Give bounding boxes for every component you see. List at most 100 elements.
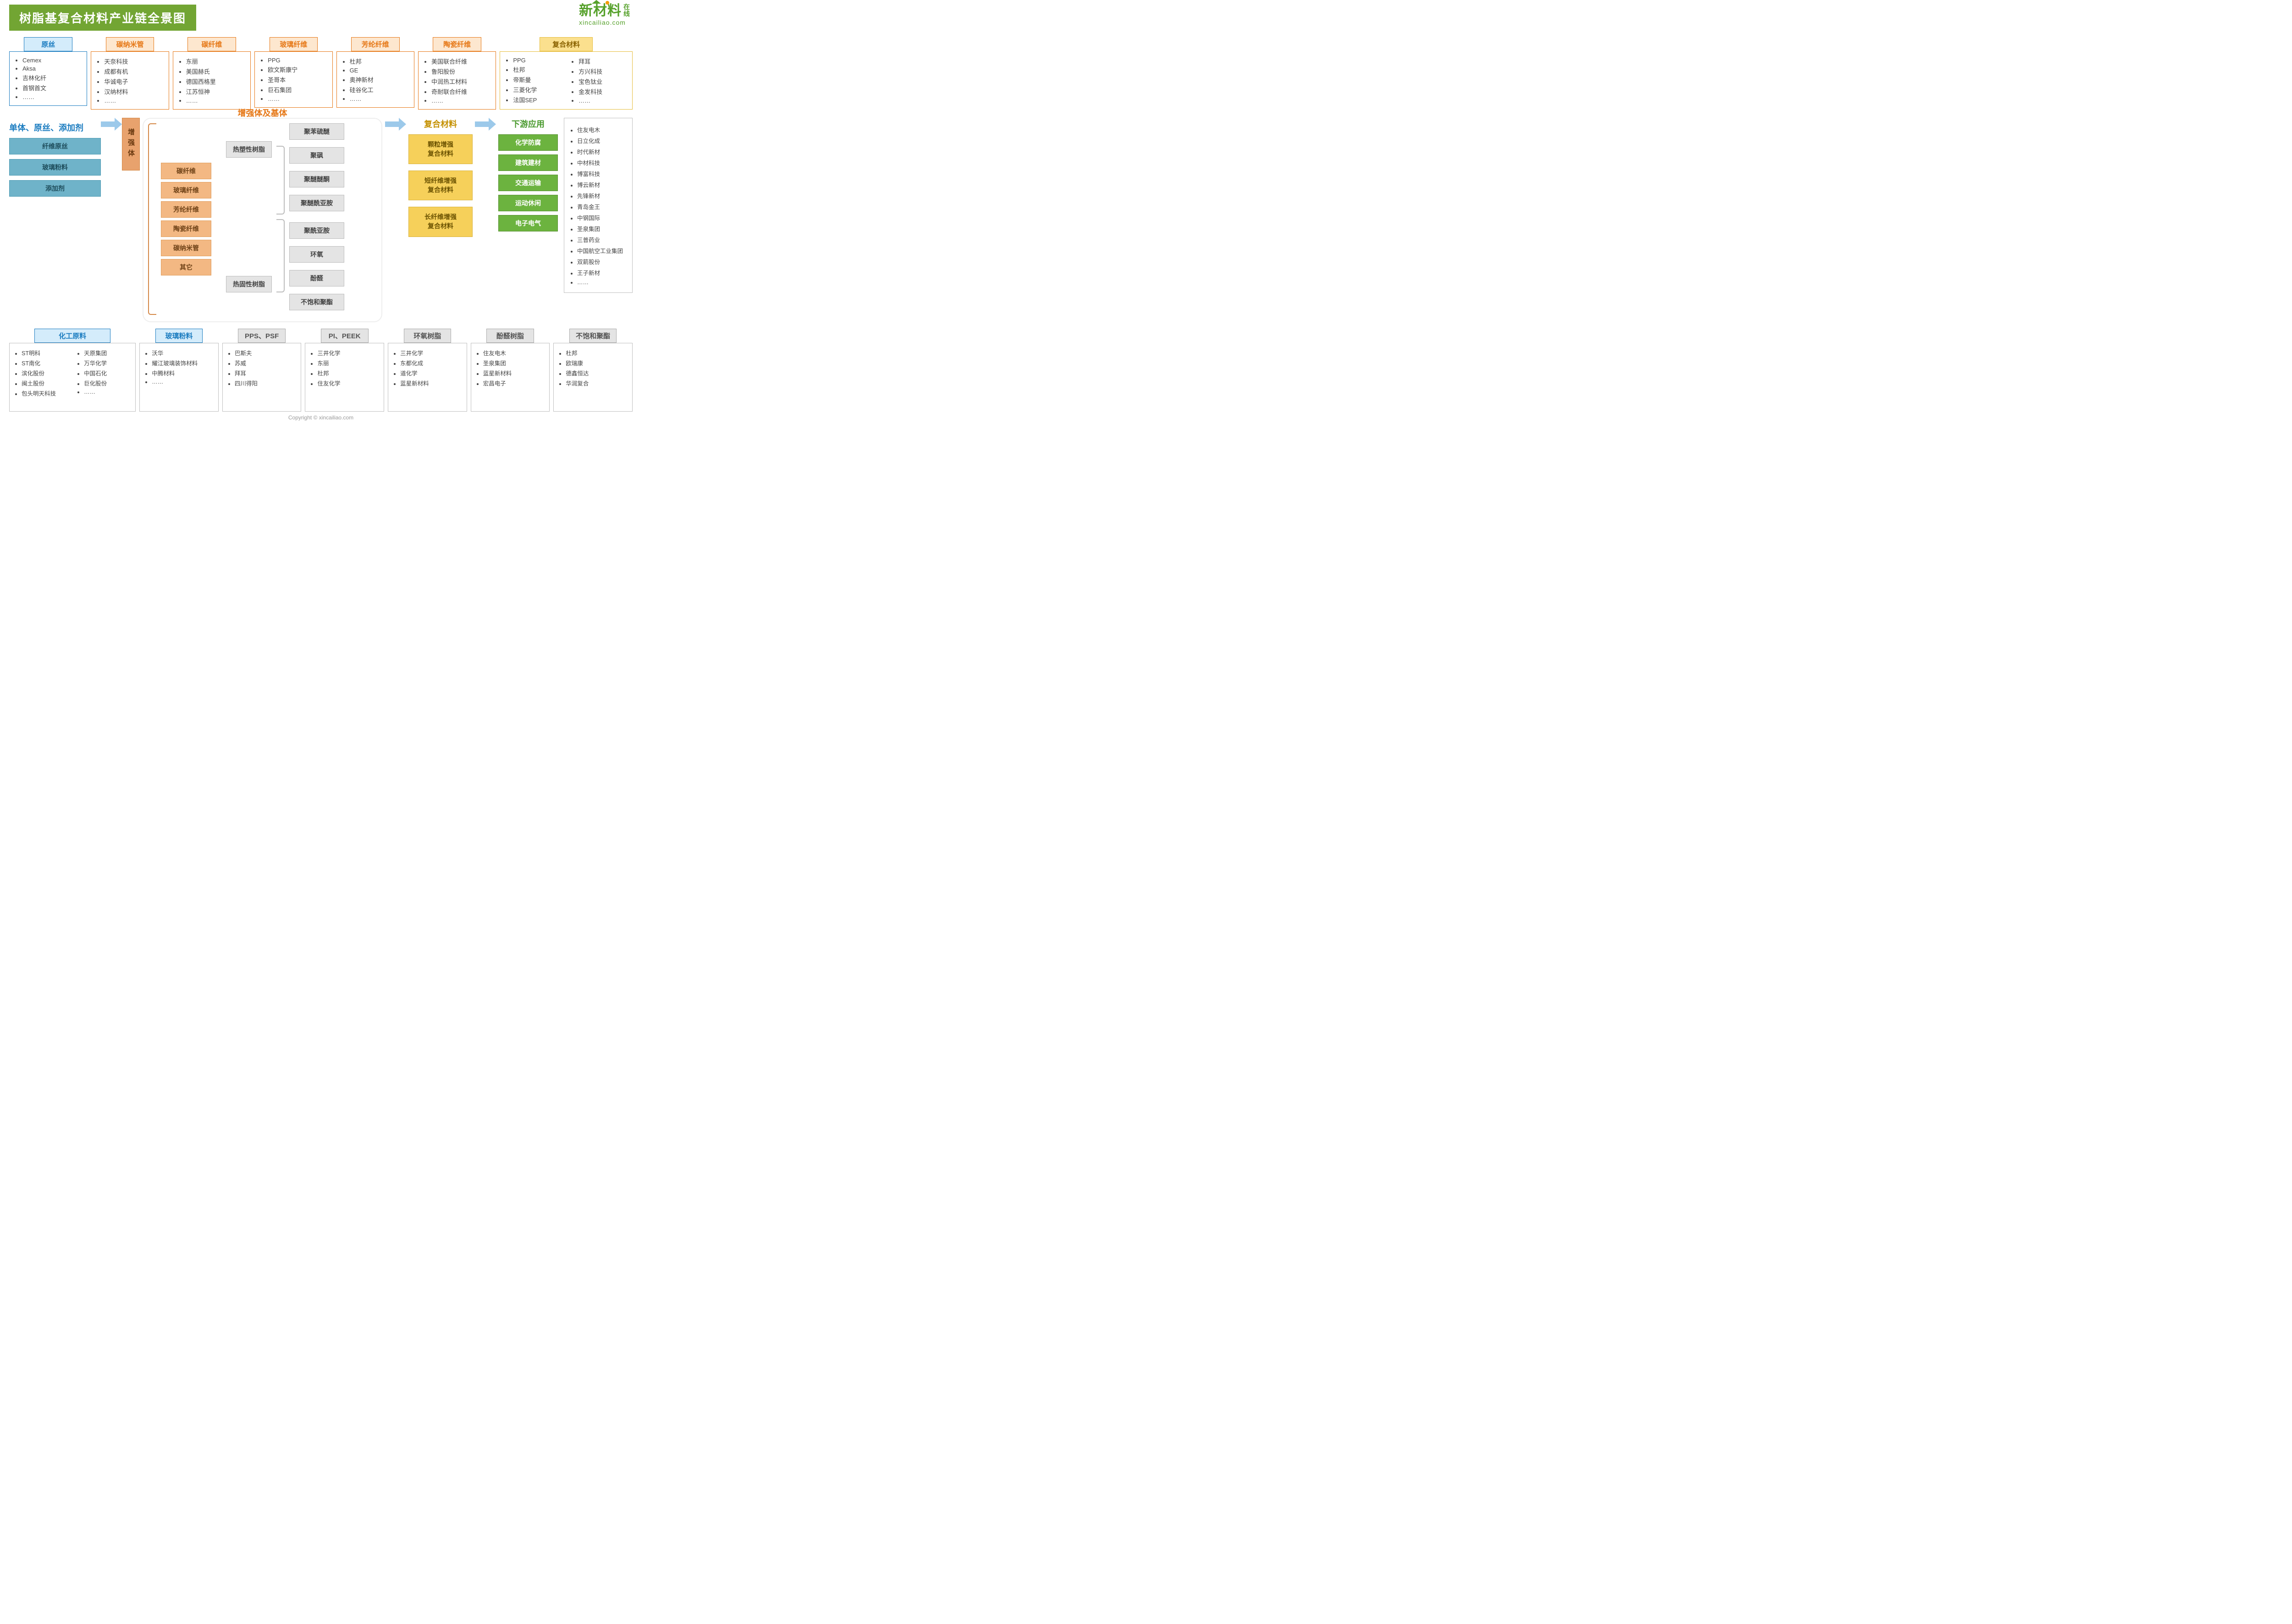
page-title: 树脂基复合材料产业链全景图 bbox=[9, 5, 196, 31]
input-chip: 添加剂 bbox=[9, 180, 101, 197]
polymer-chip: 聚苯硫醚 bbox=[289, 123, 344, 140]
list-item: 欧文斯康宁 bbox=[268, 65, 327, 74]
composite-chip: 颗粒增强复合材料 bbox=[408, 134, 473, 164]
list-item: 杜邦 bbox=[317, 369, 379, 377]
category-header: 复合材料 bbox=[540, 37, 593, 51]
arrow-icon bbox=[475, 118, 496, 131]
list-item: 包头明天科技 bbox=[22, 389, 68, 397]
list-item: 万华化学 bbox=[84, 358, 131, 367]
category-header: 原丝 bbox=[24, 37, 72, 51]
category-body: 三井化学东丽杜邦住友化学 bbox=[305, 343, 384, 412]
flow-left-column: 单体、原丝、添加剂 纤维原丝玻璃粉料添加剂 bbox=[9, 118, 101, 201]
category-body: 巴斯夫苏威拜耳四川得阳 bbox=[222, 343, 302, 412]
reinforce-chip: 其它 bbox=[161, 259, 211, 275]
category-body: 杜邦欧瑞康德鑫恒达华润复合 bbox=[553, 343, 633, 412]
list-item: 杜邦 bbox=[566, 348, 628, 357]
category-header: 玻璃粉料 bbox=[155, 329, 203, 343]
arrow-icon bbox=[385, 118, 406, 131]
list-item: 天原集团 bbox=[84, 348, 131, 357]
polymer-chip: 酚醛 bbox=[289, 270, 344, 286]
list-item: 沃华 bbox=[152, 348, 214, 357]
arrow-icon bbox=[101, 118, 122, 131]
list-item: …… bbox=[577, 279, 627, 286]
list-item: …… bbox=[22, 94, 82, 100]
list-item: 三井化学 bbox=[317, 348, 379, 357]
polymer-top-stack: 聚苯硫醚聚砜聚醚醚酮聚醚酰亚胺 bbox=[289, 123, 344, 216]
bottom-category-环氧树脂: 环氧树脂三井化学东都化成道化学蓝星新材料 bbox=[388, 329, 467, 412]
composite-title: 复合材料 bbox=[424, 118, 457, 130]
list-item: Cemex bbox=[22, 57, 82, 64]
category-碳纤维: 碳纤维 东丽美国赫氏德国西格里江苏恒神…… bbox=[173, 37, 251, 110]
logo-brand: 新材料 bbox=[579, 4, 622, 18]
list-item: 美国联合纤维 bbox=[431, 57, 491, 66]
category-body: 沃华耀江玻璃装饰材料中腾材料…… bbox=[139, 343, 219, 412]
category-碳纳米管: 碳纳米管 天奈科技成都有机华诚电子汉纳材料…… bbox=[91, 37, 169, 110]
category-header: PPS、PSF bbox=[238, 329, 286, 343]
list-item: 中国石化 bbox=[84, 369, 131, 377]
category-header: 不饱和聚酯 bbox=[569, 329, 617, 343]
list-item: 三井化学 bbox=[400, 348, 462, 357]
bottom-category-化工原料: 化工原料 ST明科ST南化滨化股份闽土股份包头明天科技 天原集团万华化学中国石化… bbox=[9, 329, 136, 412]
list-item: 杜邦 bbox=[350, 57, 409, 66]
list-item: 东丽 bbox=[317, 358, 379, 367]
list-item: 东丽 bbox=[186, 57, 246, 66]
list-item: 中腾材料 bbox=[152, 369, 214, 377]
list-item: 王子新材 bbox=[577, 268, 627, 277]
list-item: 三普药业 bbox=[577, 235, 627, 244]
category-header: 环氧树脂 bbox=[404, 329, 452, 343]
category-玻璃纤维: 玻璃纤维 PPG欧文斯康宁圣哥本巨石集团…… bbox=[254, 37, 332, 108]
list-item: 巨石集团 bbox=[268, 85, 327, 94]
list-item: 金发科技 bbox=[579, 87, 628, 96]
list-item: …… bbox=[579, 97, 628, 104]
list-item: 江苏恒神 bbox=[186, 87, 246, 96]
list-item: 中国航空工业集团 bbox=[577, 246, 627, 255]
category-header: 碳纤维 bbox=[187, 37, 236, 51]
list-item: 苏威 bbox=[235, 358, 297, 367]
category-body: 杜邦GE奥神新材硅谷化工…… bbox=[336, 51, 414, 108]
bottom-category-PPS、PSF: PPS、PSF巴斯夫苏威拜耳四川得阳 bbox=[222, 329, 302, 412]
list-item: 中钢国际 bbox=[577, 213, 627, 222]
vertical-reinforce-label: 增强体 bbox=[122, 118, 140, 171]
category-header: 玻璃纤维 bbox=[270, 37, 318, 51]
roof-icon bbox=[592, 0, 601, 4]
list-item: 美国赫氏 bbox=[186, 67, 246, 76]
category-header: 化工原料 bbox=[34, 329, 110, 343]
list-item: 拜耳 bbox=[235, 369, 297, 377]
category-header: 碳纳米管 bbox=[106, 37, 154, 51]
list-item: 法国SEP bbox=[513, 95, 562, 104]
list-item: 中润热工材料 bbox=[431, 77, 491, 86]
list-item: 鲁阳股份 bbox=[431, 67, 491, 76]
bottom-category-不饱和聚酯: 不饱和聚酯杜邦欧瑞康德鑫恒达华润复合 bbox=[553, 329, 633, 412]
list-item: 圣哥本 bbox=[268, 75, 327, 84]
bottom-category-row: 化工原料 ST明科ST南化滨化股份闽土股份包头明天科技 天原集团万华化学中国石化… bbox=[9, 329, 633, 412]
list-item: 帝斯曼 bbox=[513, 75, 562, 84]
list-item: 巨化股份 bbox=[84, 379, 131, 387]
polymer-chip: 不饱和聚酯 bbox=[289, 294, 344, 310]
list-item: 奥神新材 bbox=[350, 75, 409, 84]
list-item: ST明科 bbox=[22, 348, 68, 357]
category-body: ST明科ST南化滨化股份闽土股份包头明天科技 天原集团万华化学中国石化巨化股份…… bbox=[9, 343, 136, 412]
list-item: 四川得阳 bbox=[235, 379, 297, 387]
list-item: Aksa bbox=[22, 65, 82, 72]
list-item: 吉林化纤 bbox=[22, 73, 82, 82]
category-header: PI、PEEK bbox=[321, 329, 369, 343]
list-item: 德鑫恒达 bbox=[566, 369, 628, 377]
list-item: 青岛金王 bbox=[577, 202, 627, 211]
list-item: ST南化 bbox=[22, 358, 68, 367]
logo-domain: xincailiao.com bbox=[579, 19, 630, 26]
list-item: 汉纳材料 bbox=[104, 87, 164, 96]
category-body: PPG杜邦帝斯曼三菱化学法国SEP 拜耳方兴科技宝色钛业金发科技…… bbox=[500, 51, 633, 110]
polymer-chip: 聚醚酰亚胺 bbox=[289, 195, 344, 211]
composite-chip: 长纤维增强复合材料 bbox=[408, 207, 473, 237]
downstream-chip: 运动休闲 bbox=[498, 195, 558, 211]
sun-icon bbox=[606, 1, 609, 5]
category-body: 美国联合纤维鲁阳股份中润热工材料奇耐联合纤维…… bbox=[418, 51, 496, 110]
copyright: Copyright © xincailiao.com bbox=[9, 414, 633, 421]
list-item: …… bbox=[268, 95, 327, 102]
list-item: 蓝星新材料 bbox=[483, 369, 545, 377]
list-item: 博云新材 bbox=[577, 180, 627, 189]
polymer-chip: 聚醚醚酮 bbox=[289, 171, 344, 187]
list-item: …… bbox=[84, 389, 131, 395]
reinforce-stack: 碳纤维玻璃纤维芳纶纤维陶瓷纤维碳纳米管其它 bbox=[161, 163, 211, 275]
list-item: 道化学 bbox=[400, 369, 462, 377]
